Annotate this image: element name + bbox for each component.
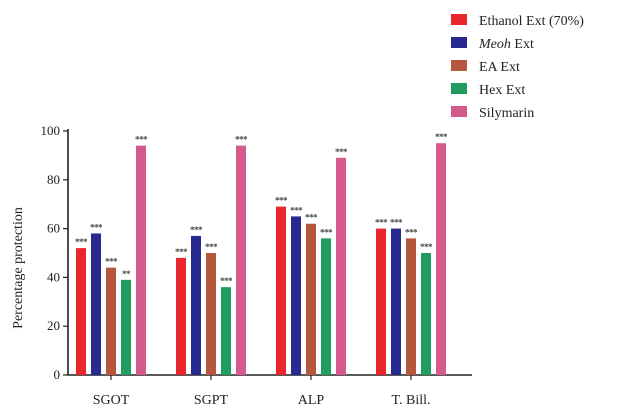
significance-label: ***: [335, 147, 348, 157]
significance-label: ***: [405, 227, 418, 237]
bar: [436, 143, 446, 375]
significance-label: ***: [135, 135, 148, 145]
bar: [91, 233, 101, 375]
bar: [391, 228, 401, 375]
legend: Ethanol Ext (70%) Meoh Ext EA Ext Hex Ext Si…: [451, 14, 584, 121]
significance-label: ***: [175, 247, 188, 257]
significance-labels: ****************************************…: [75, 132, 449, 286]
bars: [76, 143, 446, 375]
significance-label: ***: [220, 276, 233, 286]
bar: [176, 257, 186, 375]
legend-entry: Meoh Ext: [478, 37, 534, 52]
legend-swatch: [451, 83, 467, 94]
bar: [376, 228, 386, 375]
y-tick-label: 0: [54, 367, 61, 382]
legend-entry: EA Ext: [479, 60, 520, 75]
significance-label: **: [122, 269, 131, 279]
significance-label: ***: [275, 196, 288, 206]
significance-label: ***: [205, 242, 218, 252]
bar: [421, 253, 431, 375]
significance-label: ***: [320, 227, 333, 237]
bar: [321, 238, 331, 375]
y-axis: 0 20 40 60 80 100: [41, 123, 69, 382]
bar: [406, 238, 416, 375]
bar: [206, 253, 216, 375]
x-tick-label: SGOT: [93, 393, 130, 406]
y-axis-label: Percentage protection: [11, 207, 26, 329]
significance-label: ***: [305, 213, 318, 223]
significance-label: ***: [435, 132, 448, 142]
significance-label: ***: [390, 218, 403, 228]
y-tick-label: 100: [41, 123, 61, 138]
x-tick-label: SGPT: [194, 393, 229, 406]
bar: [76, 248, 86, 375]
significance-label: ***: [375, 218, 388, 228]
legend-entry-text: Ext: [511, 37, 534, 52]
x-axis: SGOT SGPT ALP T. Bill.: [68, 374, 472, 406]
legend-entry: Silymarin: [479, 106, 534, 121]
significance-label: ***: [105, 257, 118, 267]
y-tick-label: 40: [47, 269, 60, 284]
significance-label: ***: [75, 237, 88, 247]
bar: [121, 279, 131, 375]
legend-entry: Hex Ext: [479, 83, 525, 98]
y-tick-label: 20: [47, 318, 60, 333]
bar: [291, 216, 301, 375]
legend-entry: Ethanol Ext (70%): [479, 14, 584, 29]
x-tick-label: T. Bill.: [391, 393, 430, 406]
bar: [306, 223, 316, 375]
legend-entry-text: EA Ext: [479, 60, 520, 75]
bar: [221, 287, 231, 375]
bar: [136, 145, 146, 375]
x-tick-label: ALP: [298, 393, 325, 406]
significance-label: ***: [290, 205, 303, 215]
legend-swatch: [451, 60, 467, 71]
bar: [336, 157, 346, 375]
legend-entry-text: Ethanol Ext (70%): [479, 14, 584, 29]
y-tick-label: 60: [47, 221, 60, 236]
legend-entry-text: Hex Ext: [479, 83, 525, 98]
bar: [276, 206, 286, 375]
legend-swatch: [451, 14, 467, 25]
bar: [106, 267, 116, 375]
legend-entry-italic: Meoh: [478, 37, 511, 52]
significance-label: ***: [235, 135, 248, 145]
significance-label: ***: [420, 242, 433, 252]
legend-swatch: [451, 106, 467, 117]
significance-label: ***: [190, 225, 203, 235]
bar: [191, 235, 201, 375]
legend-entry-text: Silymarin: [479, 106, 534, 121]
legend-swatch: [451, 37, 467, 48]
y-tick-label: 80: [47, 172, 60, 187]
significance-label: ***: [90, 222, 103, 232]
bar: [236, 145, 246, 375]
